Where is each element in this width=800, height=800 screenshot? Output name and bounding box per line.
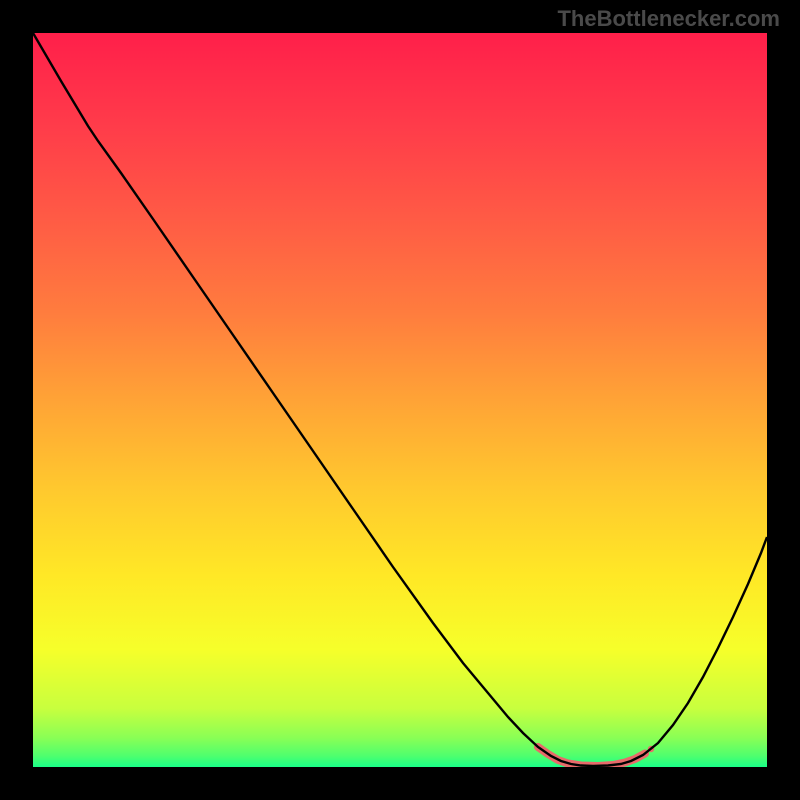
plot-frame: [33, 33, 767, 767]
watermark-text: TheBottlenecker.com: [557, 6, 780, 32]
bottleneck-curve: [33, 33, 767, 766]
chart-curve-layer: [33, 33, 767, 767]
